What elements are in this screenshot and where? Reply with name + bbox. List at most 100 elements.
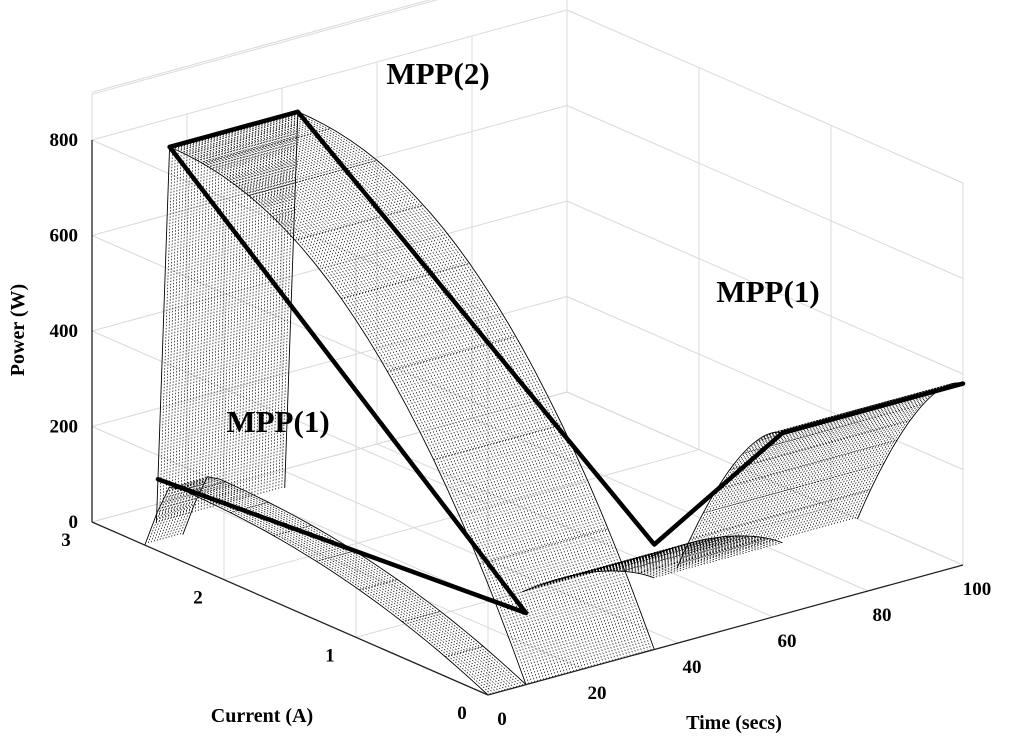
pi-curve-slice (266, 116, 637, 655)
pi-curve-slice (723, 418, 830, 556)
pi-curve-slice (688, 428, 795, 566)
pi-curve-slice (173, 141, 545, 680)
pi-curve-slice (156, 483, 500, 693)
pi-curve-slice (272, 114, 643, 653)
pi-curve-slice (774, 405, 881, 542)
mesh-line (479, 528, 609, 565)
pi-curve-slice (747, 412, 854, 549)
grid-line (566, 296, 964, 470)
pi-curve-slice (791, 400, 898, 537)
mesh-line (742, 403, 924, 454)
pi-curve-slice (697, 426, 804, 563)
pi-curve-slice (720, 419, 827, 557)
pi-curve-slice (762, 408, 869, 545)
grid-line (566, 200, 964, 375)
pi-curve-slice (691, 427, 798, 565)
mesh-line (555, 544, 684, 581)
mesh-line (359, 579, 398, 591)
grid-line (91, 391, 568, 523)
pi-curve-slice (709, 422, 816, 560)
pi-curve-slice (159, 145, 530, 684)
pi-curve-slice (845, 385, 952, 523)
pi-curve-slice (780, 403, 887, 541)
grid-line (566, 105, 964, 279)
mesh-line (248, 160, 378, 196)
power-tick-label: 400 (50, 321, 79, 342)
pi-curve-slice (854, 383, 961, 520)
mesh-line (202, 127, 331, 164)
pi-curve-slice (726, 418, 833, 555)
surface-mesh (144, 111, 964, 696)
pi-curve-slice (164, 143, 536, 683)
pi-curve-slice (700, 425, 807, 562)
pi-curve-slice (221, 128, 592, 667)
time-tick-label: 100 (963, 579, 992, 600)
pi-curve-slice (179, 139, 551, 679)
pi-curve-slice (824, 391, 931, 528)
pi-curve-slice (794, 399, 901, 537)
grid-line (566, 9, 964, 184)
pi-curve-slice (818, 392, 925, 530)
current-tick-label: 0 (457, 703, 467, 724)
pi-curve-slice (224, 127, 595, 666)
grid-layer (91, 0, 964, 696)
power-tick-label: 200 (50, 417, 79, 438)
pi-curve-slice (815, 393, 922, 531)
pi-curve-slice (164, 481, 509, 690)
grid-line (91, 139, 489, 314)
pi-curve-slice (735, 415, 842, 553)
pi-curve-slice (732, 416, 839, 554)
pi-curve-slice (703, 424, 810, 562)
pi-curve-slice (263, 116, 634, 656)
pi-curve-slice (682, 430, 789, 567)
pi-curve-slice (281, 112, 652, 651)
pi-curve-slice (812, 394, 919, 532)
pi-curve-slice (800, 397, 907, 535)
pi-curve-slice (777, 404, 884, 541)
pi-curve-slice (176, 140, 548, 680)
pi-curve-slice (842, 386, 949, 524)
pi-curve-slice (768, 406, 875, 544)
pi-curve-slice (257, 118, 628, 657)
pi-curve-slice (848, 384, 955, 522)
mesh-line (341, 262, 470, 299)
pi-curve-slice (797, 398, 904, 536)
grid-line (471, 417, 869, 592)
current-axis-title: Current (A) (211, 705, 313, 727)
grid-line (91, 9, 568, 141)
grid-line (566, 391, 964, 566)
time-tick-label: 60 (778, 631, 797, 652)
pi-curve-slice (212, 130, 584, 670)
power-tick-label: 800 (50, 130, 79, 151)
pi-curve-slice (827, 390, 934, 528)
pi-curve-slice (765, 407, 872, 545)
pi-curve-slice (269, 115, 640, 654)
mesh-line (716, 439, 898, 491)
pi-curve-slice (176, 478, 521, 687)
pi-curve-slice (809, 395, 916, 532)
power-axis-title: Power (W) (7, 284, 29, 376)
mesh-line (445, 645, 484, 657)
mesh-line (703, 463, 884, 514)
pi-curve-slice (803, 397, 910, 534)
pi-curve-slice (278, 112, 649, 652)
mesh-line (588, 537, 717, 574)
mpp-annotation: MPP(1) (716, 274, 819, 309)
pi-curve-slice (715, 421, 822, 558)
pi-curve-slice (712, 422, 819, 559)
pi-curve-slice (759, 409, 866, 546)
current-axis-line (91, 521, 489, 696)
pi-curve-slice (159, 482, 503, 692)
time-tick-label: 40 (683, 657, 702, 678)
pi-curve-slice (806, 396, 913, 533)
pi-curve-slice (170, 142, 542, 681)
pi-curve-slice (245, 121, 616, 661)
power-tick-label: 600 (50, 226, 79, 247)
pi-curve-slice (182, 139, 554, 678)
mesh-line (690, 489, 871, 540)
pi-curve-slice (179, 477, 524, 686)
pi-curve-slice (706, 423, 813, 561)
pi-curve-slice (851, 384, 958, 521)
grid-line (91, 200, 568, 332)
